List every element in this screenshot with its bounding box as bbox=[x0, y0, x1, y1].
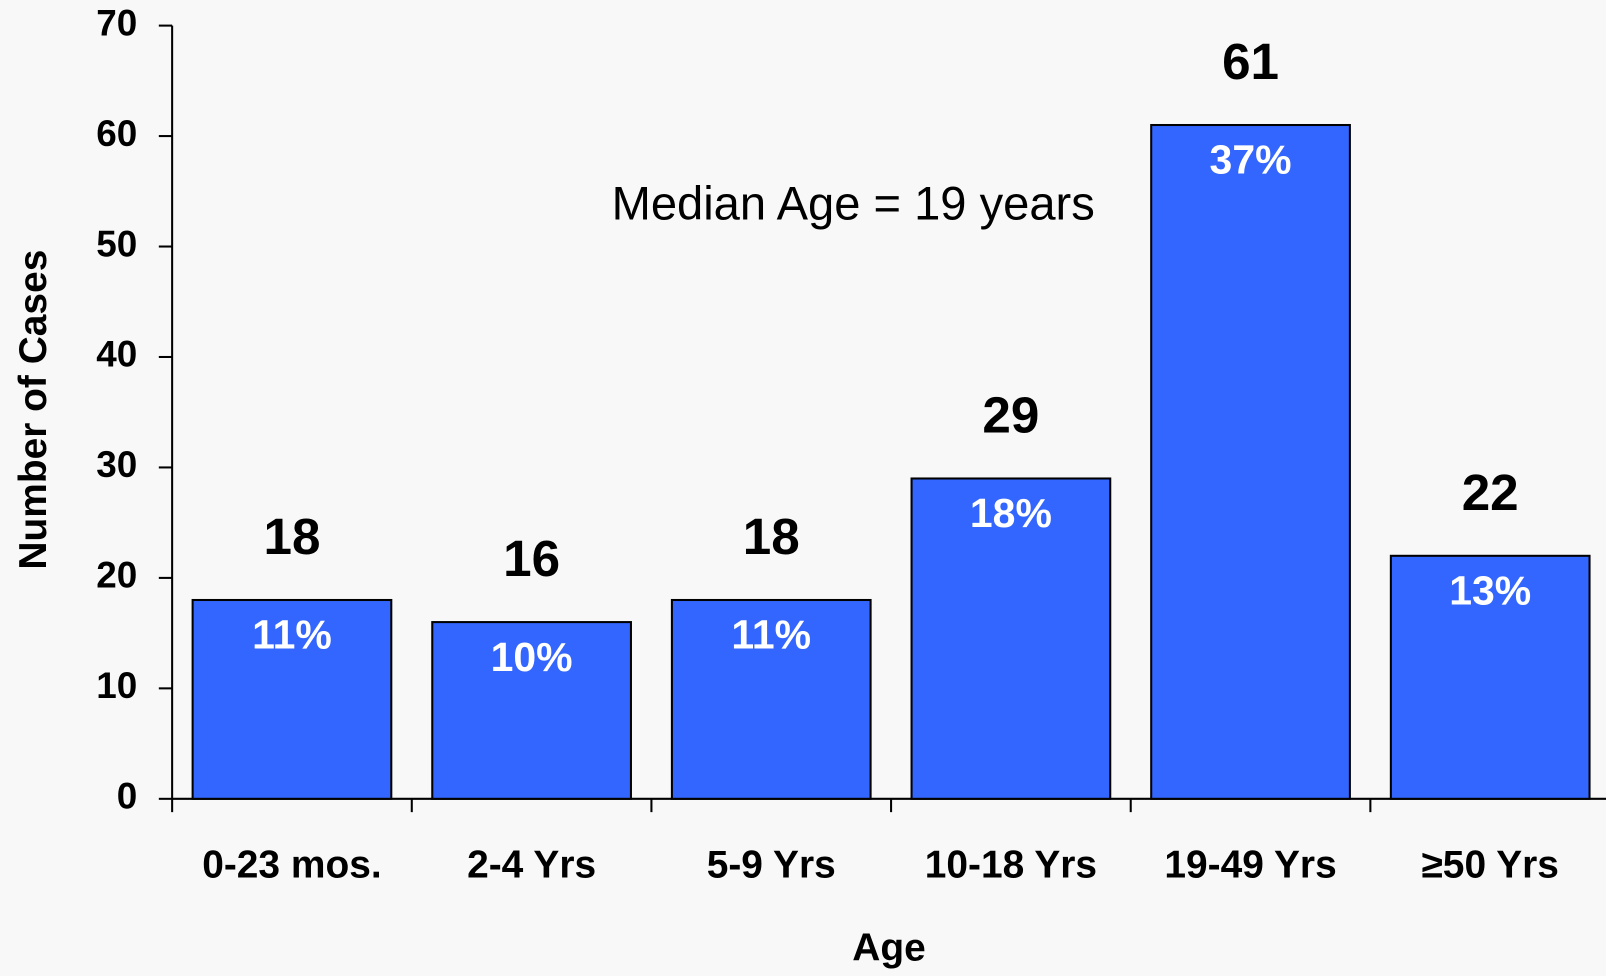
y-tick-label: 20 bbox=[96, 555, 137, 596]
x-tick-label: 19-49 Yrs bbox=[1164, 844, 1336, 887]
value-label: 18 bbox=[263, 508, 320, 565]
x-axis-title: Age bbox=[852, 927, 926, 970]
percent-label: 11% bbox=[252, 612, 332, 658]
value-label: 29 bbox=[982, 387, 1039, 444]
percent-label: 37% bbox=[1210, 137, 1292, 183]
bar bbox=[1389, 554, 1591, 800]
percent-label: 13% bbox=[1449, 568, 1531, 614]
percent-label: 11% bbox=[731, 612, 811, 658]
value-label: 61 bbox=[1222, 33, 1279, 90]
value-label: 16 bbox=[503, 530, 560, 587]
bar bbox=[191, 598, 393, 800]
bar bbox=[910, 477, 1112, 800]
annotation: Median Age = 19 years bbox=[612, 176, 1095, 229]
bar bbox=[431, 621, 632, 800]
x-tick-label: 5-9 Yrs bbox=[707, 844, 836, 887]
y-tick-label: 40 bbox=[96, 334, 137, 375]
y-tick-label: 30 bbox=[96, 444, 137, 485]
x-tick-label: 2-4 Yrs bbox=[467, 844, 596, 887]
percent-label: 10% bbox=[491, 634, 573, 680]
y-tick-label: 60 bbox=[96, 113, 137, 154]
y-axis-title: Number of Cases bbox=[12, 250, 55, 570]
x-tick-label: 0-23 mos. bbox=[202, 844, 382, 887]
percent-label: 18% bbox=[970, 490, 1052, 536]
y-tick-label: 10 bbox=[96, 665, 137, 706]
value-label: 18 bbox=[743, 508, 800, 565]
value-label: 22 bbox=[1462, 464, 1519, 521]
x-tick-label: ≥50 Yrs bbox=[1421, 844, 1558, 887]
y-tick-label: 0 bbox=[117, 776, 138, 817]
bar bbox=[1150, 123, 1351, 800]
y-tick-label: 50 bbox=[96, 223, 137, 264]
y-tick-label: 70 bbox=[96, 2, 137, 43]
x-tick-label: 10-18 Yrs bbox=[925, 844, 1097, 887]
bar bbox=[670, 598, 872, 800]
